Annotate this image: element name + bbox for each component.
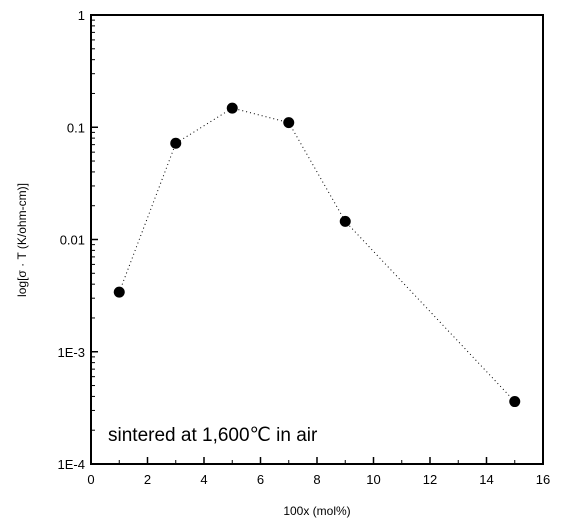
y-axis-ticks: 1E-4 1E-3 0.01 0.1 1: [58, 8, 98, 472]
y-tick-label: 1: [78, 8, 85, 23]
x-tick-label: 6: [257, 472, 264, 487]
y-tick-label: 1E-4: [58, 457, 85, 472]
x-tick-label: 10: [366, 472, 380, 487]
x-tick-label: 12: [423, 472, 437, 487]
y-tick-label: 1E-3: [58, 345, 85, 360]
y-tick-label: 0.01: [60, 233, 85, 248]
annotation-text: sintered at 1,600℃ in air: [108, 425, 318, 446]
data-points: [113, 102, 521, 408]
data-point: [170, 137, 182, 149]
data-point: [339, 215, 351, 227]
x-tick-label: 2: [144, 472, 151, 487]
y-axis-title: log[σ · T (K/ohm-cm)]: [15, 183, 29, 297]
y-tick-label: 0.1: [67, 120, 85, 135]
data-point: [226, 102, 238, 114]
plot-frame: [90, 14, 544, 465]
x-tick-label: 16: [536, 472, 550, 487]
x-tick-label: 8: [313, 472, 320, 487]
data-point: [283, 117, 295, 129]
series-line: [118, 107, 516, 402]
x-axis-title: 100x (mol%): [283, 504, 350, 518]
x-axis-ticks: 0 2 4 6 8 10 12 14 16: [87, 457, 550, 487]
x-tick-label: 0: [87, 472, 94, 487]
x-tick-label: 14: [479, 472, 493, 487]
data-point: [509, 396, 521, 408]
x-tick-label: 4: [200, 472, 207, 487]
data-point: [113, 286, 125, 298]
